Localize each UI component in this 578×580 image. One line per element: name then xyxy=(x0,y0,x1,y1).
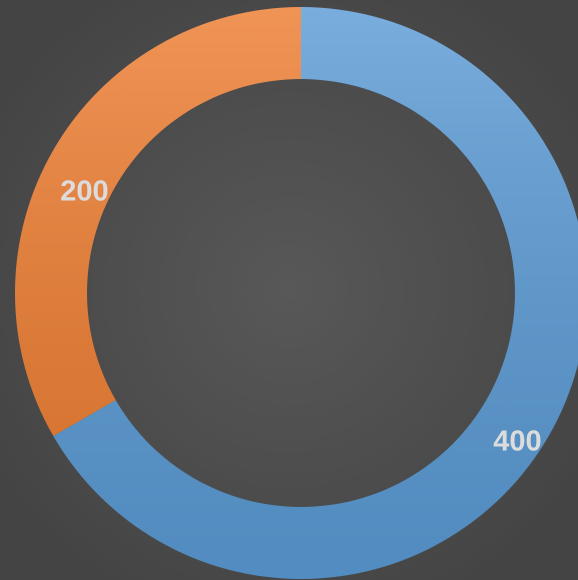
data-label: 200 xyxy=(60,176,108,208)
data-label: 400 xyxy=(493,426,541,458)
slices xyxy=(14,7,578,579)
slice-shade xyxy=(14,7,301,436)
